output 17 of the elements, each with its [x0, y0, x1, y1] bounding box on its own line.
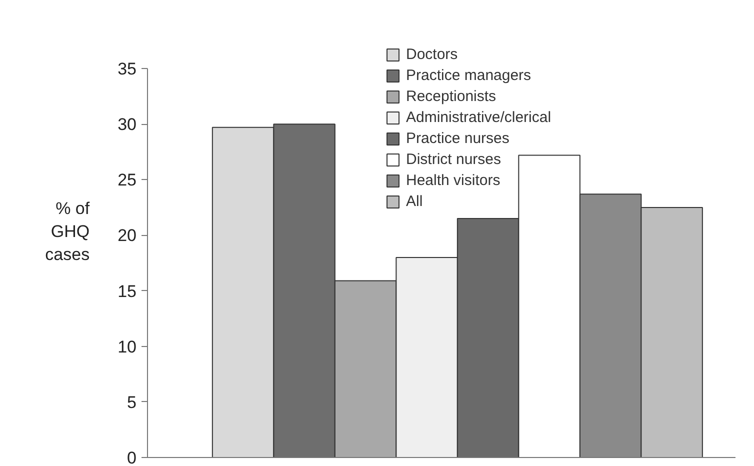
y-tick-label: 5 [127, 392, 137, 412]
y-tick-label: 0 [127, 448, 137, 466]
y-tick-label: 20 [118, 226, 137, 246]
y-tick-label: 30 [118, 115, 137, 134]
legend-label: District nurses [406, 151, 502, 168]
legend-label: Health visitors [406, 172, 500, 189]
y-tick-label: 15 [118, 282, 137, 301]
legend-label: Practice nurses [406, 130, 510, 147]
legend-label: All [406, 193, 424, 210]
y-axis-title: % of GHQ cases [45, 199, 90, 264]
legend-label: Practice managers [406, 67, 532, 84]
y-tick-label: 10 [118, 337, 137, 356]
legend-label: Receptionists [406, 88, 496, 105]
y-tick-label: 25 [118, 170, 137, 190]
legend-label: Administrative/clerical [406, 109, 552, 126]
legend-label: Doctors [406, 46, 458, 63]
y-tick-label: 35 [118, 60, 137, 79]
